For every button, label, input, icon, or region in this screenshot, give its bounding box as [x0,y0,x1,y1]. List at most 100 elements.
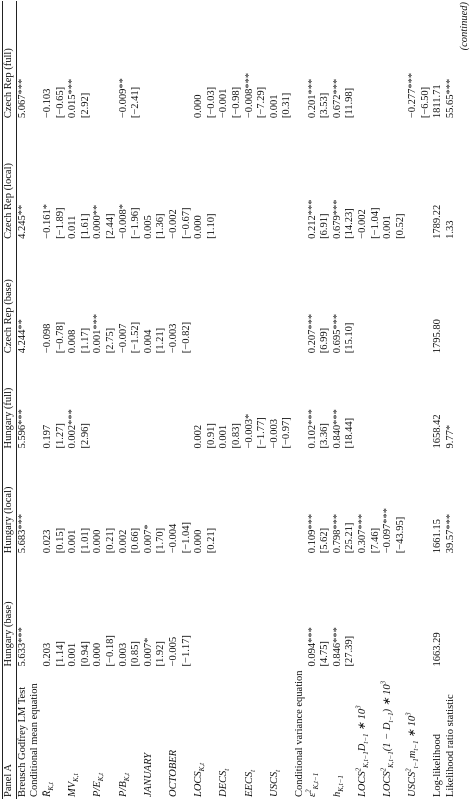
table-cell: 0.002*** [67,409,79,449]
panel-label: Panel A [2,668,17,799]
table-cell [256,241,269,355]
table-cell: 0.672*** [331,78,343,119]
table-cell [369,1,382,120]
table-cell [231,555,244,668]
row-label [319,668,332,799]
table-cell: [0.91] [205,423,217,449]
table-cell: −0.003 [268,418,280,449]
label-superscript: 2 [379,767,388,772]
table-cell: 39.57*** [445,513,457,554]
table-cell: −0.007 [117,323,129,354]
table-cell [243,241,256,355]
table-cell: 1789.22 [432,204,444,239]
table-cell [407,355,420,450]
table-cell: [1.21] [155,327,167,354]
table-cell [382,1,395,120]
label-superscript: 2 [354,767,363,772]
table-cell [218,451,231,556]
table-row: [0.85] [0.66] [−1.52] [−1.96] [−2.41] [130,1,143,799]
row-label: Conditional mean equation [29,683,41,797]
table-cell [294,451,307,556]
column-header: Hungary (base) [2,555,17,669]
row-label: LOCS2K,t−1Dt−1 ∗ 103 [354,668,370,799]
row-label: ε2K,t−1 [304,668,320,799]
table-cell: −0.004 [168,523,180,554]
table-cell: 0.307*** [356,513,368,554]
label-subscript: K,t [47,782,56,791]
label-part: MV [67,781,79,797]
table-cell: [3.53] [319,92,331,119]
table-cell: [25.21] [344,522,356,554]
label-subscript: t [223,768,232,771]
table-cell [168,355,181,450]
row-label: Likelihood ratio statistic [445,694,457,797]
row-label: Breusch Godfrey LM Test [16,686,28,797]
table-cell [206,241,219,355]
table-cell: [15.10] [344,322,356,354]
row-label [281,668,294,799]
table-cell: 0.109*** [306,513,318,554]
label-subscript: t−1 [387,712,396,723]
table-cell: [−6.50] [419,86,431,119]
table-cell [394,241,407,355]
column-header: Hungary (local) [2,450,17,556]
table-cell [357,555,370,668]
label-part: h [331,791,343,797]
row-label [344,668,357,799]
table-cell [382,355,395,450]
column-header: Czech Rep (full) [2,1,17,121]
table-cell [382,241,395,355]
label-part: D [356,743,368,752]
table-cell: [−1.96] [130,207,142,239]
table-cell: [−0.97] [281,417,293,449]
table-cell [29,120,42,241]
table-cell: 0.212*** [306,199,318,239]
table-row: [7.46] [−1.04] [369,1,382,799]
row-label [130,668,143,799]
table-cell: 5.067*** [16,78,28,119]
table-row: [−1.77] [−7.29] [256,1,269,799]
table-cell: [−1.52] [130,321,142,354]
table-cell [394,555,407,668]
table-cell [281,120,294,241]
table-cell: [2.75] [105,327,117,354]
table-cell: [−0.65] [54,86,66,119]
table-cell [445,241,458,355]
label-part: USCS [407,771,419,797]
table-cell [369,355,382,450]
label-part: LOCS [382,771,394,797]
table-cell [218,241,231,355]
table-cell [231,120,244,241]
table-cell: 0.000 [92,529,104,554]
table-cell [155,1,168,120]
table-cell: 0.000 [193,94,205,119]
table-cell: [5.62] [319,527,331,554]
table-cell [281,451,294,556]
table-cell: −0.002 [356,209,368,239]
table-cell [294,1,307,120]
table-cell: [1.92] [155,641,167,667]
table-cell [268,241,281,355]
table-cell: [−0.67] [180,207,192,239]
table-cell [268,555,281,668]
table-cell: [27.39] [344,635,356,667]
table-cell [294,120,307,241]
row-label [180,668,193,799]
table-cell: [18.44] [344,417,356,449]
table-cell: 0.197 [42,424,54,449]
table-row: Likelihood ratio statistic 39.57*** 9.77* 1… [445,1,458,799]
table-row: R̄K,t 0.203 0.023 0.197 −0.098 −0.161* −0.103 [42,1,55,799]
table-row: [−0.18] [0.21] [2.75] [2.44] [105,1,118,799]
table-row: DECSt 0.001 −0.001 [218,1,231,799]
label-part: LOCS [356,771,368,797]
table-cell: [2.44] [105,213,117,239]
table-cell: 0.207*** [306,313,318,354]
table-cell: [−43.95] [394,516,406,554]
table-cell: 0.846*** [331,627,343,667]
column-header: Czech Rep (base) [2,240,17,356]
table-cell: [0.31] [281,92,293,119]
table-cell: 1663.29 [432,632,444,667]
table-cell [420,120,433,241]
table-row: Conditional mean equation [29,1,42,799]
